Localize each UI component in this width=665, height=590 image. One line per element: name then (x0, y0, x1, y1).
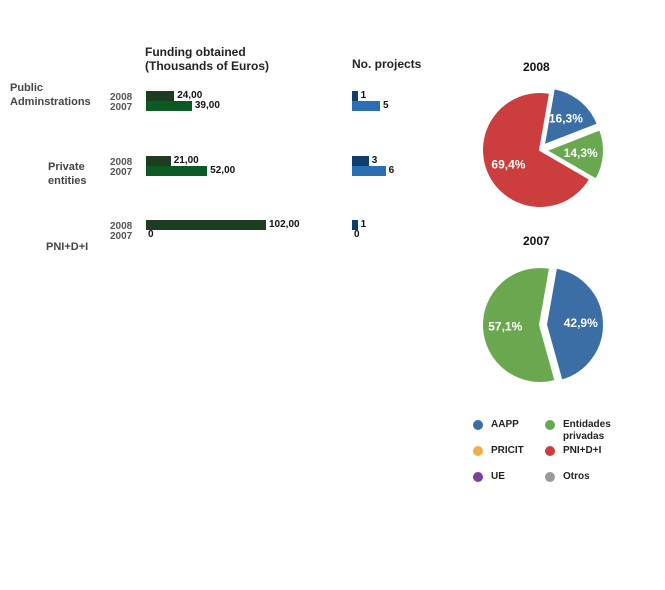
legend-label: AAPP (491, 419, 519, 430)
projects-bar (352, 91, 358, 101)
category-label-private: Private entities (48, 161, 87, 187)
year-label: 2007 (110, 167, 133, 178)
projects-value-label: 1 (360, 219, 367, 230)
legend-swatch (473, 446, 483, 456)
legend-label: PRICIT (491, 445, 524, 456)
legend-swatch (545, 472, 555, 482)
funding-value-label: 52,00 (210, 165, 236, 176)
projects-bar (352, 156, 369, 166)
funding-value-label: 24,00 (177, 90, 203, 101)
projects-value-label: 1 (360, 90, 367, 101)
funding-value-label: 39,00 (194, 100, 220, 111)
pie-slice (543, 128, 605, 181)
legend-swatch (473, 472, 483, 482)
category-label-public: Public Adminstrations (10, 82, 91, 108)
pie-title-2007: 2007 (523, 234, 550, 248)
pie-slice-label: 69,4% (491, 158, 525, 172)
pie-chart-2008: 16,3% 14,3% 69,4% (481, 87, 605, 209)
legend-swatch (473, 420, 483, 430)
pie-slice-label: 57,1% (488, 320, 522, 334)
pie-slice (542, 87, 600, 147)
projects-value-label: 0 (354, 229, 360, 240)
year-label: 2007 (110, 231, 133, 242)
legend-label: PNI+D+I (563, 445, 602, 456)
projects-value-label: 3 (371, 155, 378, 166)
projects-value-label: 5 (383, 100, 389, 111)
legend-item-otros: Otros (545, 471, 590, 483)
legend-item-aapp: AAPP (473, 419, 519, 431)
legend-swatch (545, 420, 555, 430)
legend-swatch (545, 446, 555, 456)
pie-slice (481, 266, 557, 384)
projects-bar (352, 166, 386, 176)
year-label: 2008 (110, 157, 133, 168)
pie-chart-2007: 42,9% 57,1% (481, 266, 605, 384)
pie-slice (544, 266, 605, 382)
projects-header: No. projects (352, 57, 422, 71)
pie-slice-label: 14,3% (564, 146, 598, 160)
projects-bar (352, 101, 380, 111)
funding-value-label: 102,00 (269, 219, 300, 230)
pie-slice-label: 42,9% (564, 316, 598, 330)
legend-label: Entidades privadas (563, 419, 611, 442)
funding-bar (146, 101, 192, 111)
funding-value-label: 21,00 (173, 155, 199, 166)
funding-bar (146, 220, 266, 230)
pie-slice-label: 16,3% (549, 111, 583, 125)
projects-bar (352, 220, 358, 230)
pie-title-2008: 2008 (523, 60, 550, 74)
funding-bar (146, 166, 208, 176)
legend-item-ue: UE (473, 471, 505, 483)
funding-bar (146, 91, 175, 101)
legend-item-entidades: Entidades privadas (545, 419, 625, 443)
funding-bar (146, 156, 171, 166)
year-label: 2008 (110, 92, 133, 103)
legend-item-pricit: PRICIT (473, 445, 524, 457)
funding-header: Funding obtained (Thousands of Euros) (145, 45, 269, 73)
pie-slice (481, 91, 592, 209)
funding-value-label: 0 (148, 229, 154, 240)
legend-label: UE (491, 471, 505, 482)
category-label-pni: PNI+D+I (46, 241, 89, 253)
projects-value-label: 6 (388, 165, 395, 176)
legend-label: Otros (563, 471, 590, 482)
legend-item-pni: PNI+D+I (545, 445, 601, 457)
year-label: 2008 (110, 221, 133, 232)
year-label: 2007 (110, 102, 133, 113)
